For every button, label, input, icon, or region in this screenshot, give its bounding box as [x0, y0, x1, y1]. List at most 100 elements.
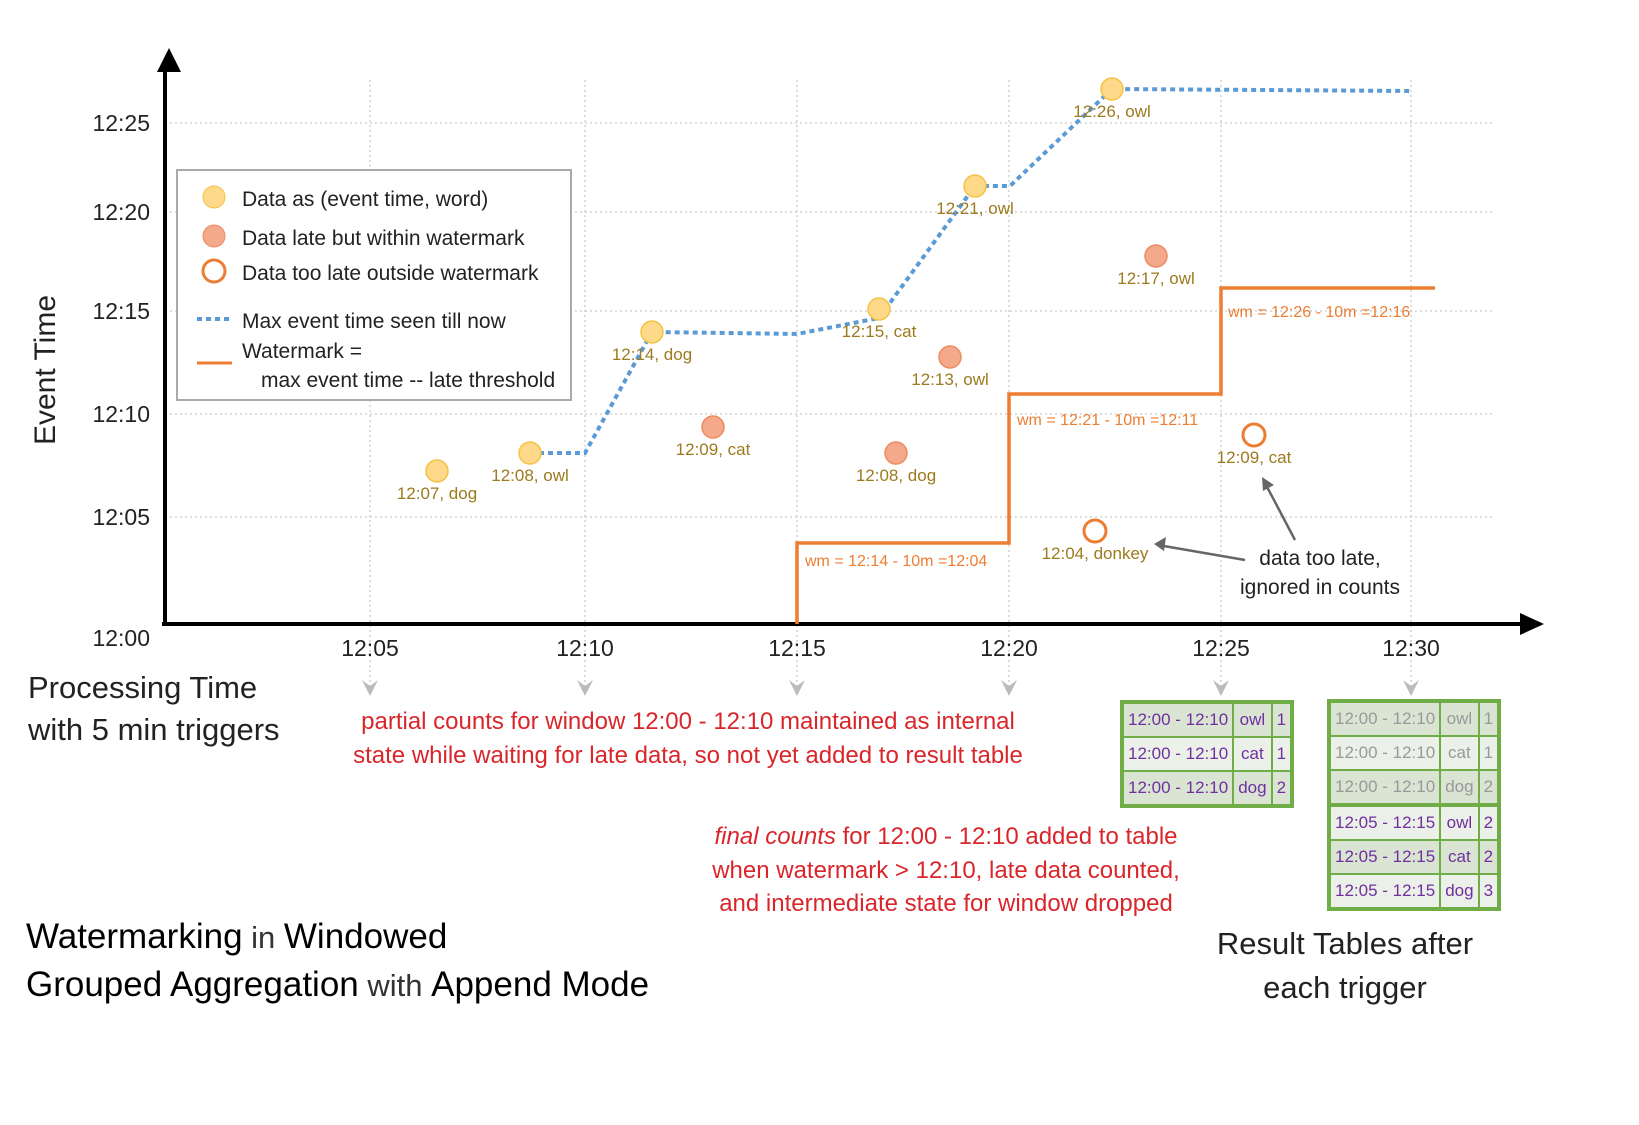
late-within-marker	[1144, 244, 1168, 268]
point-label: 12:15, cat	[842, 322, 917, 341]
legend-watermark-formula: max event time -- late threshold	[261, 369, 555, 392]
watermark-line	[795, 286, 1435, 624]
data-point: 12:17, owl	[1117, 244, 1195, 288]
point-label: 12:08, owl	[491, 466, 569, 485]
window-cell: 12:00 - 12:10	[1120, 701, 1235, 738]
count-cell: 1	[1270, 701, 1294, 738]
result-row: 12:00 - 12:10 cat 1	[1327, 735, 1501, 771]
x-tick-label: 12:25	[1192, 635, 1250, 661]
word-cell: owl	[1439, 803, 1480, 841]
x-tick-label: 12:05	[341, 635, 399, 661]
count-cell: 2	[1477, 803, 1501, 841]
on-time-marker	[867, 297, 891, 321]
word-cell: dog	[1439, 873, 1480, 910]
late-within-marker	[938, 345, 962, 369]
data-point: 12:26, owl	[1073, 77, 1151, 121]
word-cell: owl	[1439, 700, 1480, 737]
point-label: 12:17, owl	[1117, 269, 1195, 288]
too-late-annotation-2: ignored in counts	[1240, 576, 1400, 599]
x-tick-label: 12:10	[556, 635, 614, 661]
result-row: 12:05 - 12:15 cat 2	[1327, 839, 1501, 875]
diagram-title: Watermarking in Windowed	[26, 917, 447, 956]
y-tick-label: 12:20	[92, 199, 150, 225]
on-time-marker	[425, 459, 449, 483]
window-cell: 12:00 - 12:10	[1327, 769, 1442, 806]
legend: Data as (event time, word) Data late but…	[176, 169, 572, 401]
data-point: 12:15, cat	[842, 297, 917, 341]
data-point: 12:13, owl	[911, 345, 989, 389]
legend-on-time: Data as (event time, word)	[242, 188, 488, 211]
window-cell: 12:00 - 12:10	[1120, 770, 1235, 807]
y-tick-label: 12:10	[92, 401, 150, 427]
watermark-label: wm = 12:21 - 10m =12:11	[1016, 412, 1198, 429]
data-point: 12:21, owl	[936, 174, 1014, 218]
x-axis-arrow-icon	[1520, 613, 1544, 635]
word-cell: cat	[1439, 735, 1480, 771]
late-within-marker	[701, 415, 725, 439]
legend-late-within: Data late but within watermark	[242, 227, 525, 250]
data-point: 12:04, donkey	[1042, 518, 1149, 563]
y-tick-label: 12:00	[92, 625, 150, 651]
partial-counts-note-2: state while waiting for late data, so no…	[353, 742, 1023, 769]
trigger-arrow-icon	[1001, 680, 1017, 696]
result-row: 12:00 - 12:10 owl 1	[1327, 700, 1501, 737]
trigger-arrow-icon	[1213, 680, 1229, 696]
data-point: 12:07, dog	[397, 459, 477, 503]
point-label: 12:21, owl	[936, 199, 1014, 218]
point-label: 12:08, dog	[856, 466, 936, 485]
legend-max-event: Max event time seen till now	[242, 310, 507, 333]
too-late-marker	[1082, 518, 1108, 544]
max-event-time-line	[530, 86, 1412, 455]
data-point: 12:09, cat	[1217, 422, 1292, 467]
result-tables-caption-2: each trigger	[1263, 970, 1427, 1005]
partial-counts-note: partial counts for window 12:00 - 12:10 …	[361, 708, 1015, 735]
trigger-arrow-icon	[789, 680, 805, 696]
result-tables-caption: Result Tables after	[1217, 926, 1473, 961]
result-table-2: 12:00 - 12:10 owl 1 12:00 - 12:10 cat 1 12:00 …	[1327, 699, 1502, 911]
final-counts-note: final counts for 12:00 - 12:10 added to …	[715, 823, 1178, 850]
y-tick-label: 12:05	[92, 504, 150, 530]
result-row: 12:00 - 12:10 cat 1	[1120, 736, 1294, 772]
x-axis-label: Processing Time	[28, 670, 257, 705]
count-cell: 2	[1477, 769, 1501, 806]
watermark-label: wm = 12:26 - 10m =12:16	[1227, 304, 1410, 321]
late-within-marker	[884, 441, 908, 465]
final-counts-note-3: and intermediate state for window droppe…	[719, 890, 1173, 917]
window-cell: 12:00 - 12:10	[1120, 736, 1235, 772]
data-point: 12:08, dog	[856, 441, 936, 485]
count-cell: 2	[1270, 770, 1294, 807]
word-cell: cat	[1439, 839, 1480, 875]
point-label: 12:14, dog	[612, 345, 692, 364]
x-axis-sublabel: with 5 min triggers	[27, 712, 280, 747]
y-tick-label: 12:25	[92, 110, 150, 136]
diagram-title-2: Grouped Aggregation with Append Mode	[26, 965, 649, 1004]
point-label: 12:26, owl	[1073, 102, 1151, 121]
count-cell: 2	[1477, 839, 1501, 875]
too-late-marker	[1241, 422, 1267, 448]
point-label: 12:09, cat	[676, 440, 751, 459]
result-row: 12:00 - 12:10 dog 2	[1327, 769, 1501, 806]
legend-too-late: Data too late outside watermark	[242, 262, 539, 285]
y-axis-label: Event Time	[29, 295, 62, 445]
window-cell: 12:05 - 12:15	[1327, 839, 1442, 875]
final-counts-note-2: when watermark > 12:10, late data counte…	[711, 857, 1180, 884]
on-time-legend-icon	[202, 185, 226, 209]
data-point: 12:08, owl	[491, 441, 569, 485]
data-point: 12:09, cat	[676, 415, 751, 459]
word-cell: dog	[1232, 770, 1273, 807]
y-axis-arrow-icon	[157, 48, 181, 72]
window-cell: 12:05 - 12:15	[1327, 803, 1442, 841]
too-late-annotation: data too late,	[1259, 547, 1380, 570]
x-tick-label: 12:20	[980, 635, 1038, 661]
point-label: 12:07, dog	[397, 484, 477, 503]
count-cell: 3	[1477, 873, 1501, 910]
word-cell: owl	[1232, 701, 1273, 738]
window-cell: 12:05 - 12:15	[1327, 873, 1442, 910]
on-time-marker	[640, 320, 664, 344]
point-label: 12:09, cat	[1217, 448, 1292, 467]
x-tick-label: 12:15	[768, 635, 826, 661]
result-row: 12:05 - 12:15 dog 3	[1327, 873, 1501, 910]
count-cell: 1	[1477, 735, 1501, 771]
word-cell: dog	[1439, 769, 1480, 806]
